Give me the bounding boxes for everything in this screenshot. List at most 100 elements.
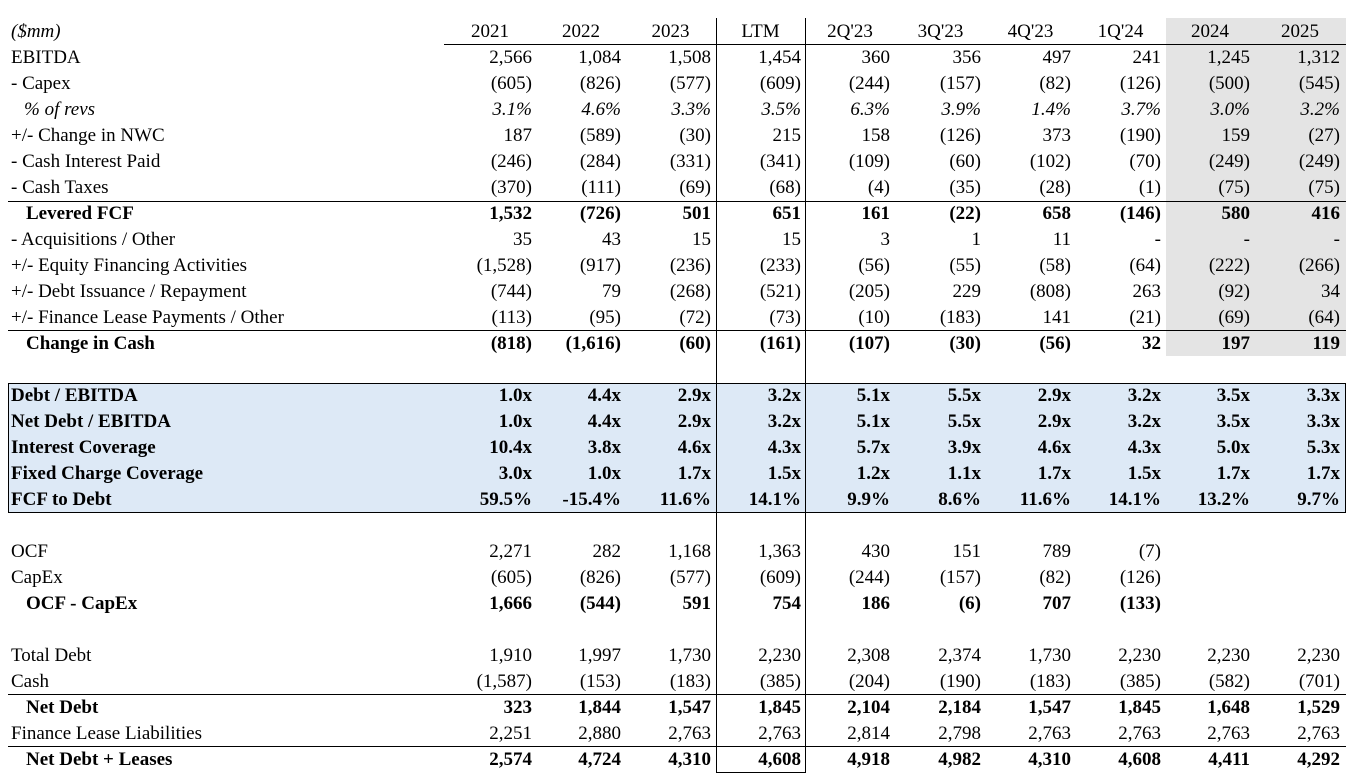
column-header: 2024 bbox=[1191, 21, 1229, 42]
value-cell: 2.9x bbox=[677, 411, 711, 432]
row-label: - Cash Taxes bbox=[11, 177, 109, 198]
ltm-box-bottom bbox=[716, 772, 806, 773]
value-cell: 707 bbox=[1042, 593, 1072, 614]
value-cell: (605) bbox=[490, 73, 532, 94]
row-label: +/- Change in NWC bbox=[11, 125, 165, 146]
row-label: OCF bbox=[11, 541, 48, 562]
value-cell: 11.6% bbox=[1019, 489, 1071, 510]
value-cell: 2.9x bbox=[677, 385, 711, 406]
row-label: Net Debt bbox=[26, 697, 99, 718]
value-cell: (30) bbox=[679, 125, 711, 146]
value-cell: - bbox=[1243, 229, 1250, 250]
value-cell: 1.7x bbox=[1306, 463, 1340, 484]
value-cell bbox=[1256, 591, 1342, 617]
row-label: Net Debt / EBITDA bbox=[11, 411, 171, 432]
value-cell: 1,845 bbox=[758, 697, 801, 718]
value-cell: 119 bbox=[1312, 333, 1340, 354]
value-cell: 10.4x bbox=[489, 437, 532, 458]
value-cell: (55) bbox=[949, 255, 981, 276]
value-cell: 4.4x bbox=[587, 385, 621, 406]
table-row-nwc: +/- Change in NWC 187 (589) (30) 215 158 (126)… bbox=[0, 123, 1362, 149]
value-cell: (284) bbox=[579, 151, 621, 172]
value-cell: (111) bbox=[581, 177, 621, 198]
value-cell: (7) bbox=[1138, 541, 1161, 562]
row-label: Finance Lease Liabilities bbox=[11, 723, 202, 744]
header-row: ($mm) 2021 2022 2023 LTM 2Q'23 3Q'23 4Q'23 1Q'24… bbox=[0, 19, 1362, 45]
value-cell: (69) bbox=[1218, 307, 1250, 328]
value-cell: 5.5x bbox=[947, 411, 981, 432]
value-cell: (244) bbox=[848, 73, 890, 94]
column-header: 2021 bbox=[471, 21, 509, 42]
value-cell: 13.2% bbox=[1197, 489, 1250, 510]
value-cell bbox=[1256, 565, 1342, 591]
value-cell: 5.7x bbox=[856, 437, 890, 458]
value-cell: (331) bbox=[669, 151, 711, 172]
table-row-cash-interest: - Cash Interest Paid (246) (284) (331) (341)… bbox=[0, 149, 1362, 175]
value-cell: 497 bbox=[1042, 47, 1072, 68]
value-cell: 3.3x bbox=[1306, 411, 1340, 432]
value-cell: (341) bbox=[759, 151, 801, 172]
value-cell: (249) bbox=[1298, 151, 1340, 172]
value-cell: (589) bbox=[579, 125, 621, 146]
table-row-debt-ebitda: Debt / EBITDA 1.0x 4.4x 2.9x 3.2x 5.1x 5.5x 2.9… bbox=[0, 383, 1362, 409]
value-cell: 5.1x bbox=[856, 411, 890, 432]
value-cell: 1,529 bbox=[1297, 697, 1340, 718]
projection-shading bbox=[1166, 18, 1346, 356]
value-cell: 789 bbox=[1042, 541, 1072, 562]
table-row-finance-lease: +/- Finance Lease Payments / Other (113) (… bbox=[0, 305, 1362, 331]
levered-fcf-rule bbox=[8, 201, 1346, 202]
value-cell: 35 bbox=[513, 229, 532, 250]
value-cell: 2,763 bbox=[758, 723, 801, 744]
value-cell: 187 bbox=[503, 125, 533, 146]
value-cell: 1,547 bbox=[668, 697, 711, 718]
value-cell: 4,918 bbox=[847, 749, 890, 770]
value-cell: 2,271 bbox=[489, 541, 532, 562]
value-cell: 1,508 bbox=[668, 47, 711, 68]
value-cell: 15 bbox=[692, 229, 711, 250]
value-cell: (75) bbox=[1218, 177, 1250, 198]
value-cell: (500) bbox=[1208, 73, 1250, 94]
value-cell: 1,312 bbox=[1297, 47, 1340, 68]
value-cell: (4) bbox=[867, 177, 890, 198]
value-cell: (545) bbox=[1298, 73, 1340, 94]
value-cell: (818) bbox=[490, 333, 532, 354]
value-cell: 4,982 bbox=[938, 749, 981, 770]
value-cell: 158 bbox=[861, 125, 891, 146]
value-cell: 2,798 bbox=[938, 723, 981, 744]
column-header: 2Q'23 bbox=[827, 21, 873, 42]
value-cell: 159 bbox=[1221, 125, 1251, 146]
value-cell: (582) bbox=[1208, 671, 1250, 692]
value-cell: (75) bbox=[1308, 177, 1340, 198]
value-cell: (1,528) bbox=[476, 255, 532, 276]
value-cell: (56) bbox=[1039, 333, 1071, 354]
value-cell: (113) bbox=[491, 307, 532, 328]
value-cell: 4,292 bbox=[1297, 749, 1340, 770]
value-cell: 356 bbox=[952, 47, 982, 68]
value-cell: (268) bbox=[669, 281, 711, 302]
value-cell: 2,308 bbox=[847, 645, 890, 666]
value-cell: 3.5% bbox=[761, 99, 801, 120]
value-cell: 4,608 bbox=[1118, 749, 1161, 770]
value-cell: (609) bbox=[759, 567, 801, 588]
value-cell: (68) bbox=[769, 177, 801, 198]
value-cell: 3.9x bbox=[947, 437, 981, 458]
value-cell: 416 bbox=[1311, 203, 1341, 224]
value-cell: (222) bbox=[1208, 255, 1250, 276]
value-cell: (72) bbox=[679, 307, 711, 328]
value-cell: (73) bbox=[769, 307, 801, 328]
value-cell: 1.0x bbox=[498, 385, 532, 406]
value-cell: (609) bbox=[759, 73, 801, 94]
table-row-cash-taxes: - Cash Taxes (370) (111) (69) (68) (4) (35) (28… bbox=[0, 175, 1362, 201]
row-label: +/- Finance Lease Payments / Other bbox=[11, 307, 284, 328]
value-cell: 5.5x bbox=[947, 385, 981, 406]
value-cell: 229 bbox=[952, 281, 982, 302]
value-cell: 1,730 bbox=[1028, 645, 1071, 666]
net-debt-rule bbox=[8, 694, 1346, 695]
value-cell: 1.5x bbox=[767, 463, 801, 484]
value-cell: (233) bbox=[759, 255, 801, 276]
value-cell: 3.9% bbox=[941, 99, 981, 120]
value-cell: 1,844 bbox=[578, 697, 621, 718]
value-cell: 3.2x bbox=[1127, 411, 1161, 432]
value-cell: (28) bbox=[1039, 177, 1071, 198]
value-cell: (266) bbox=[1298, 255, 1340, 276]
